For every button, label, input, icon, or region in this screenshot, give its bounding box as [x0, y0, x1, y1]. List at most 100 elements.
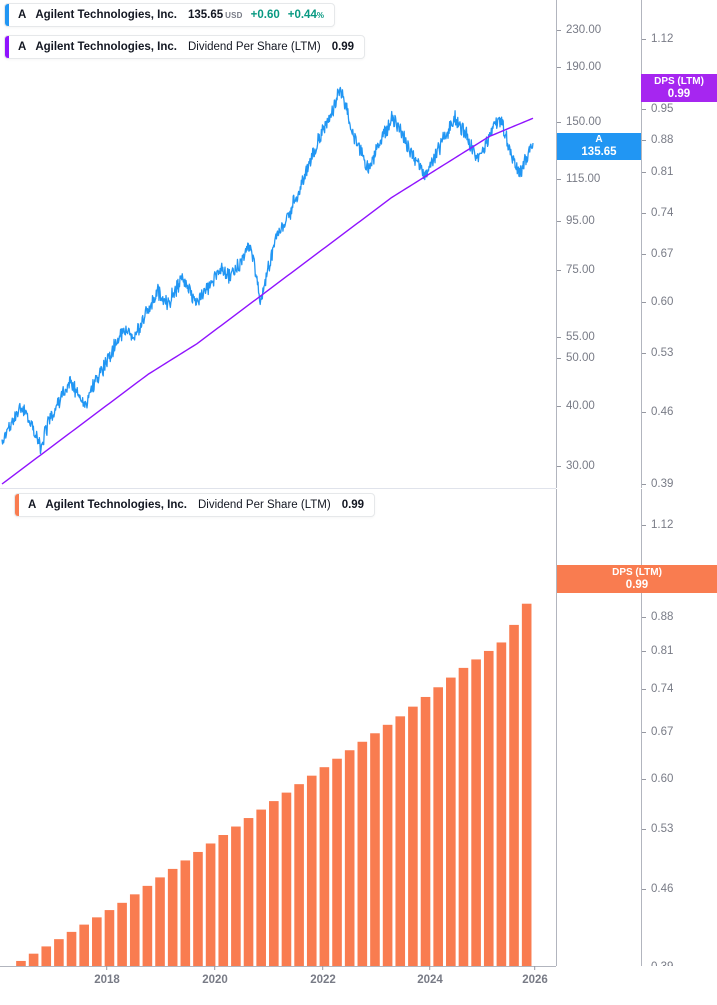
- dps-axis-badge-lower[interactable]: DPS (LTM) 0.99: [557, 565, 717, 593]
- dividend-bar[interactable]: [408, 706, 418, 966]
- tick-mark-icon: [642, 483, 646, 485]
- price-axis-lower-spacer[interactable]: [556, 489, 641, 966]
- tick-mark-icon: [642, 524, 646, 526]
- dividend-bar[interactable]: [28, 953, 39, 966]
- dividend-bar[interactable]: [332, 758, 342, 966]
- price-axis-tick-label: 40.00: [566, 400, 595, 412]
- dps-axis-tick-label: 0.67: [651, 248, 674, 260]
- legend-color-marker: [5, 4, 9, 26]
- legend-metric-label: Dividend Per Share (LTM): [197, 499, 331, 511]
- tick-mark-icon: [642, 731, 646, 733]
- dps-axis-badge-upper[interactable]: DPS (LTM) 0.99: [641, 74, 717, 102]
- legend-color-marker: [5, 36, 9, 58]
- dps-axis-tick: 0.53: [641, 346, 673, 360]
- price-axis-tick-label: 230.00: [566, 24, 602, 36]
- dps-axis-lower-tick: 0.67: [641, 725, 673, 739]
- dividend-bar[interactable]: [382, 724, 393, 966]
- dividend-bar[interactable]: [458, 667, 469, 966]
- dividend-bar[interactable]: [193, 851, 203, 966]
- price-axis-tick-label: 150.00: [566, 116, 602, 128]
- dps-axis-lower[interactable]: 1.120.950.880.810.740.670.600.530.460.39: [641, 489, 717, 973]
- dividend-bar[interactable]: [79, 924, 89, 966]
- dividend-bar[interactable]: [167, 868, 178, 966]
- dps-overlay-line-series: [1, 117, 534, 485]
- tick-mark-icon: [642, 253, 646, 255]
- dividend-bar[interactable]: [395, 716, 406, 966]
- legend-change-percent: +0.44: [287, 9, 317, 21]
- dividend-bar[interactable]: [16, 960, 26, 966]
- dividend-bar[interactable]: [66, 931, 77, 966]
- dividend-chart-pane[interactable]: [0, 489, 556, 966]
- dps-axis-lower-tick: 0.60: [641, 772, 673, 786]
- dps-axis-upper[interactable]: 1.12 0.95 0.88 0.81 0.74 0.67 0.60 0.53 0.46 0.39: [641, 0, 717, 490]
- dividend-bar[interactable]: [243, 818, 254, 966]
- dividend-bar[interactable]: [281, 792, 292, 966]
- legend-dps-overlay-row[interactable]: A Agilent Technologies, Inc. Dividend Pe…: [4, 35, 366, 59]
- dividend-bar[interactable]: [231, 826, 241, 966]
- dividend-bar[interactable]: [129, 894, 140, 966]
- price-axis-tick: 95.00: [556, 214, 595, 228]
- tick-mark-icon: [557, 336, 561, 338]
- price-axis-upper[interactable]: 230.00 190.00 150.00 115.00 95.00 75.00 55.00 5…: [556, 0, 641, 488]
- legend-instrument-name: Agilent Technologies, Inc.: [35, 41, 177, 53]
- dividend-bar[interactable]: [142, 885, 153, 966]
- tick-mark-icon: [557, 121, 561, 123]
- dividend-bar[interactable]: [92, 917, 102, 966]
- dividend-bar[interactable]: [180, 860, 191, 966]
- legend-metric-value: 0.99: [331, 41, 355, 53]
- legend-instrument-name: Agilent Technologies, Inc.: [45, 499, 187, 511]
- dps-axis-lower-tick-label: 0.46: [651, 883, 674, 895]
- dps-axis-tick-label: 0.53: [651, 347, 674, 359]
- price-axis-tick-label: 190.00: [566, 61, 602, 73]
- time-axis-tick: 2020: [202, 966, 228, 986]
- dividend-bar[interactable]: [155, 877, 165, 966]
- dividend-bar[interactable]: [483, 650, 494, 966]
- axis-line: [641, 0, 642, 488]
- dividend-bar[interactable]: [370, 733, 380, 966]
- legend-last-price: 135.65: [187, 9, 224, 21]
- dividend-bar[interactable]: [357, 741, 368, 966]
- tick-mark-icon: [322, 966, 324, 970]
- dividend-bar[interactable]: [294, 784, 304, 966]
- time-axis[interactable]: 2018 2020 2022 2024 2026: [0, 966, 717, 1005]
- dividend-bar[interactable]: [509, 624, 519, 966]
- dividend-bar[interactable]: [306, 775, 317, 966]
- dividend-bar[interactable]: [521, 603, 532, 966]
- dividend-bar[interactable]: [256, 809, 266, 966]
- axis-line: [556, 489, 557, 966]
- time-axis-tick-label: 2024: [417, 974, 443, 986]
- dividend-bar[interactable]: [117, 902, 127, 966]
- badge-value: 135.65: [581, 146, 617, 158]
- badge-title: A: [595, 134, 603, 145]
- dividend-bar[interactable]: [104, 910, 115, 966]
- tick-mark-icon: [429, 966, 431, 970]
- badge-title: DPS (LTM): [612, 566, 662, 578]
- axis-line: [641, 489, 642, 966]
- dividend-bar[interactable]: [433, 687, 443, 966]
- time-axis-tick: 2022: [310, 966, 336, 986]
- dps-axis-tick: 0.74: [641, 206, 673, 220]
- tick-mark-icon: [642, 411, 646, 413]
- dividend-bar[interactable]: [471, 659, 481, 966]
- tick-mark-icon: [557, 29, 561, 31]
- dividend-bar[interactable]: [344, 750, 355, 966]
- dividend-bar[interactable]: [319, 767, 330, 966]
- dividend-bars-plot: [16, 603, 532, 966]
- dividend-bar[interactable]: [420, 696, 431, 966]
- dividend-bar[interactable]: [205, 843, 216, 966]
- time-axis-line: [0, 966, 556, 967]
- dividend-bar[interactable]: [269, 801, 279, 966]
- legend-dps-pane-row[interactable]: A Agilent Technologies, Inc. Dividend Pe…: [14, 493, 376, 517]
- price-axis-badge[interactable]: A 135.65: [557, 133, 641, 160]
- tick-mark-icon: [642, 778, 646, 780]
- price-series-plot: [1, 86, 534, 485]
- price-chart-pane[interactable]: [0, 0, 556, 488]
- dividend-bar[interactable]: [41, 946, 52, 966]
- dividend-bar[interactable]: [218, 835, 229, 966]
- dividend-bar[interactable]: [446, 677, 456, 966]
- legend-price-row[interactable]: A Agilent Technologies, Inc. 135.65 USD …: [4, 3, 335, 27]
- dps-axis-lower-tick-label: 0.67: [651, 726, 674, 738]
- dividend-bar[interactable]: [54, 939, 64, 966]
- tick-mark-icon: [557, 465, 561, 467]
- dividend-bar[interactable]: [496, 642, 507, 966]
